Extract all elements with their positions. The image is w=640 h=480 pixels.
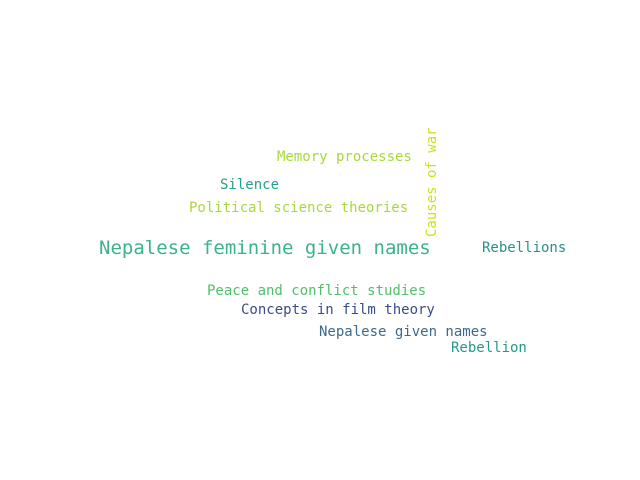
word-silence: Silence [220, 177, 280, 193]
word-political-science-theories: Political science theories [189, 200, 409, 216]
word-memory-processes: Memory processes [277, 149, 412, 165]
word-nepalese-given-names: Nepalese given names [319, 324, 488, 340]
word-rebellions: Rebellions [482, 240, 567, 256]
word-concepts-in-film-theory: Concepts in film theory [241, 302, 435, 318]
word-rebellion: Rebellion [451, 340, 527, 356]
word-nepalese-feminine-given-names: Nepalese feminine given names [99, 237, 431, 259]
word-peace-and-conflict-studies: Peace and conflict studies [207, 283, 427, 299]
word-causes-of-war: Causes of war [424, 127, 440, 237]
